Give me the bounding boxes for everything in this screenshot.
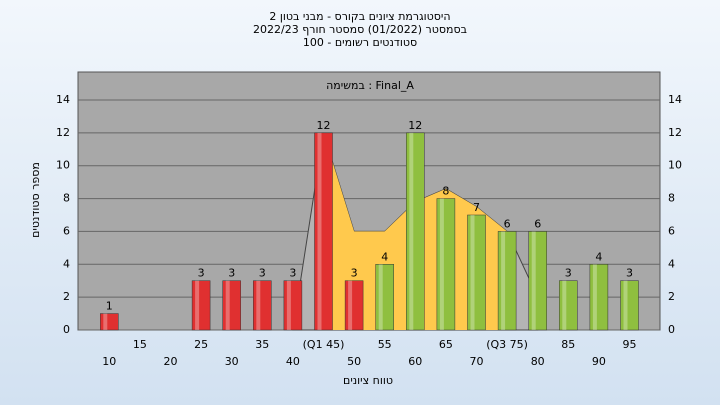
x-tick-label: 65 xyxy=(439,338,453,351)
bar xyxy=(497,231,517,331)
y-tick-label: 2 xyxy=(63,290,70,303)
x-tick-label: 20 xyxy=(164,355,178,368)
annotation: במשימה : Final_A xyxy=(326,79,414,92)
value-label: 4 xyxy=(595,250,602,263)
bar-highlight xyxy=(286,280,291,330)
bar-highlight xyxy=(103,313,108,330)
bar xyxy=(589,264,609,331)
bar-highlight xyxy=(623,280,628,330)
bar-highlight xyxy=(562,280,567,330)
y-axis-label: מספר סטודנטים xyxy=(29,162,42,238)
bar-highlight xyxy=(378,264,383,330)
y-tick-label: 8 xyxy=(63,192,70,205)
bar-highlight xyxy=(256,280,261,330)
x-tick-label: 50 xyxy=(347,355,361,368)
x-tick-label: (Q1 45) xyxy=(303,338,345,351)
y-tick-label: 4 xyxy=(63,257,70,270)
y-tick-label: 12 xyxy=(668,126,682,139)
x-axis-label: טווח ציונים xyxy=(343,374,393,387)
y-tick-label: 2 xyxy=(668,290,675,303)
value-label: 12 xyxy=(408,119,422,132)
x-tick-label: 40 xyxy=(286,355,300,368)
y-tick-label: 6 xyxy=(63,224,70,237)
bar xyxy=(620,280,639,331)
bar xyxy=(528,231,547,331)
y-tick-label: 6 xyxy=(668,224,675,237)
bar-highlight xyxy=(592,264,597,330)
bar-highlight xyxy=(501,231,506,330)
x-tick-label: 70 xyxy=(470,355,484,368)
value-label: 7 xyxy=(473,201,480,214)
value-label: 6 xyxy=(534,217,541,230)
x-tick-label: 30 xyxy=(225,355,239,368)
chart-subtitle: בסמסטר (01/2022) סמסטר חורף 2022/23 xyxy=(253,23,467,36)
value-label: 3 xyxy=(198,267,205,280)
bar-highlight xyxy=(195,280,200,330)
value-label: 3 xyxy=(228,267,235,280)
bar xyxy=(559,280,578,331)
bar-highlight xyxy=(531,231,536,330)
bar xyxy=(314,132,333,331)
value-label: 3 xyxy=(565,267,572,280)
x-tick-label: 60 xyxy=(408,355,422,368)
y-tick-label: 10 xyxy=(56,159,70,172)
x-tick-label: 55 xyxy=(378,338,392,351)
value-label: 3 xyxy=(289,267,296,280)
x-tick-label: (Q3 75) xyxy=(486,338,528,351)
y-tick-label: 4 xyxy=(668,257,675,270)
bar xyxy=(283,280,303,331)
y-tick-label: 14 xyxy=(56,93,70,106)
bar xyxy=(100,313,119,331)
value-label: 8 xyxy=(442,185,449,198)
x-tick-label: 25 xyxy=(194,338,208,351)
y-tick-label: 0 xyxy=(63,323,70,336)
value-label: 3 xyxy=(259,267,266,280)
y-tick-label: 12 xyxy=(56,126,70,139)
value-label: 12 xyxy=(317,119,331,132)
y-tick-label: 8 xyxy=(668,192,675,205)
chart-subtitle: סטודנטים רשומים - 100 xyxy=(303,36,417,49)
bar xyxy=(467,214,486,331)
bar-highlight xyxy=(470,215,475,330)
y-tick-label: 14 xyxy=(668,93,682,106)
x-tick-label: 15 xyxy=(133,338,147,351)
bar xyxy=(344,280,364,331)
bar xyxy=(222,280,241,331)
bar xyxy=(253,280,272,331)
bar xyxy=(375,264,394,331)
bar-highlight xyxy=(439,198,444,330)
chart-title: היסטוגרמת ציונים בקורס - מבני בטון 2 xyxy=(269,10,450,23)
bar xyxy=(191,280,211,331)
value-label: 6 xyxy=(504,217,511,230)
value-label: 3 xyxy=(626,267,633,280)
bar-highlight xyxy=(409,132,414,330)
x-tick-label: 10 xyxy=(102,355,116,368)
bar xyxy=(406,132,425,331)
bar-highlight xyxy=(317,132,322,330)
value-label: 3 xyxy=(351,267,358,280)
value-label: 4 xyxy=(381,250,388,263)
bar-highlight xyxy=(348,280,353,330)
bar xyxy=(436,198,456,331)
x-tick-label: 80 xyxy=(531,355,545,368)
bar-highlight xyxy=(225,280,230,330)
x-tick-label: 90 xyxy=(592,355,606,368)
y-tick-label: 10 xyxy=(668,159,682,172)
x-tick-label: 95 xyxy=(623,338,637,351)
x-tick-label: 35 xyxy=(255,338,269,351)
value-label: 1 xyxy=(106,300,113,313)
x-tick-label: 85 xyxy=(561,338,575,351)
y-tick-label: 0 xyxy=(668,323,675,336)
